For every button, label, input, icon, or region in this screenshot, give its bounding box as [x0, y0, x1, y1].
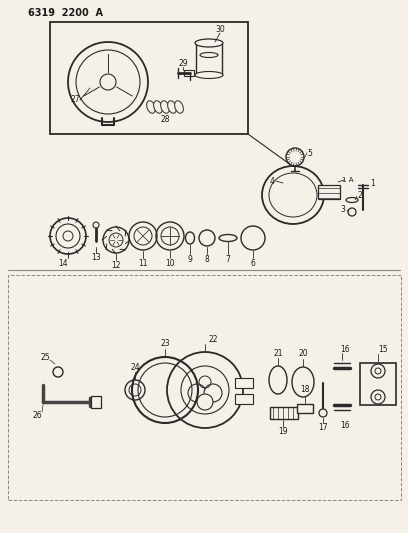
Circle shape: [188, 384, 206, 402]
Ellipse shape: [346, 198, 358, 203]
Text: 6319  2200  A: 6319 2200 A: [28, 8, 103, 18]
Text: 7: 7: [226, 254, 231, 263]
Ellipse shape: [154, 101, 162, 113]
Text: 1: 1: [370, 179, 375, 188]
Text: 2: 2: [358, 190, 362, 199]
Text: 24: 24: [130, 362, 140, 372]
Circle shape: [319, 409, 327, 417]
Ellipse shape: [146, 101, 155, 113]
Text: 30: 30: [215, 26, 225, 35]
Text: 29: 29: [178, 60, 188, 69]
Text: 11: 11: [138, 259, 148, 268]
Text: 27: 27: [70, 95, 80, 104]
Ellipse shape: [269, 173, 317, 217]
Text: 15: 15: [378, 344, 388, 353]
Ellipse shape: [168, 101, 176, 113]
Ellipse shape: [195, 39, 223, 47]
Bar: [318, 185, 340, 199]
Text: 9: 9: [188, 254, 193, 263]
Text: 14: 14: [58, 259, 68, 268]
Text: 21: 21: [273, 349, 283, 358]
Ellipse shape: [219, 235, 237, 241]
Ellipse shape: [269, 366, 287, 394]
Text: 18: 18: [300, 385, 310, 394]
Text: 19: 19: [278, 427, 288, 437]
Circle shape: [204, 384, 222, 402]
Bar: [184, 70, 194, 76]
Text: 10: 10: [165, 259, 175, 268]
Bar: [360, 363, 396, 405]
Bar: [8, 275, 401, 500]
Circle shape: [371, 390, 385, 404]
Text: 3: 3: [341, 206, 346, 214]
Text: 26: 26: [32, 410, 42, 419]
Text: 13: 13: [91, 254, 101, 262]
Text: 20: 20: [298, 350, 308, 359]
Circle shape: [53, 367, 63, 377]
Text: 12: 12: [111, 261, 121, 270]
Text: 25: 25: [40, 352, 50, 361]
Text: 5: 5: [308, 149, 313, 157]
Bar: [297, 404, 313, 413]
Circle shape: [93, 222, 99, 228]
Bar: [50, 22, 248, 134]
Ellipse shape: [195, 71, 223, 78]
Text: 16: 16: [340, 421, 350, 430]
Bar: [91, 396, 101, 408]
Text: 28: 28: [160, 116, 170, 125]
Ellipse shape: [186, 232, 195, 244]
Ellipse shape: [175, 101, 183, 113]
Text: 17: 17: [318, 424, 328, 432]
Circle shape: [371, 364, 385, 378]
Bar: [270, 407, 298, 419]
Ellipse shape: [262, 166, 324, 224]
Circle shape: [375, 368, 381, 374]
Ellipse shape: [292, 367, 314, 397]
Ellipse shape: [161, 101, 169, 113]
Text: 16: 16: [340, 345, 350, 354]
Bar: [235, 394, 253, 404]
Circle shape: [375, 394, 381, 400]
Text: 4: 4: [270, 176, 275, 185]
Text: 22: 22: [208, 335, 218, 343]
Text: 23: 23: [160, 338, 170, 348]
Text: 8: 8: [205, 254, 209, 263]
Text: 1 A: 1 A: [342, 177, 354, 183]
Bar: [235, 378, 253, 388]
Circle shape: [197, 394, 213, 410]
Bar: [196, 43, 222, 75]
Ellipse shape: [200, 52, 218, 58]
Text: 6: 6: [251, 259, 255, 268]
